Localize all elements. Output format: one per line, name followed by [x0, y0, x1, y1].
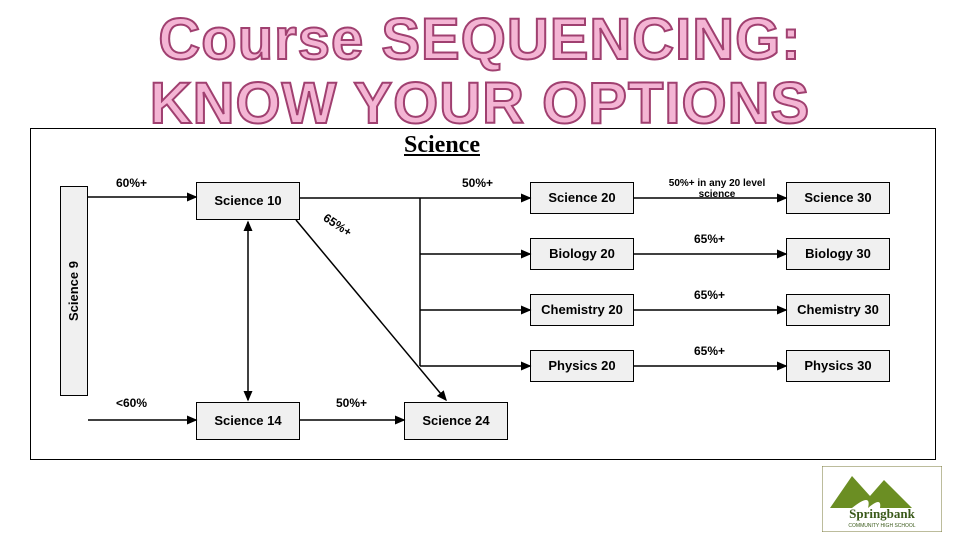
- node-science-30: Science 30: [786, 182, 890, 214]
- logo-text-bottom: COMMUNITY HIGH SCHOOL: [848, 523, 915, 529]
- springbank-logo: Springbank COMMUNITY HIGH SCHOOL: [822, 466, 942, 532]
- node-biology-20: Biology 20: [530, 238, 634, 270]
- logo-text-top: Springbank: [849, 506, 916, 521]
- node-physics-30: Physics 30: [786, 350, 890, 382]
- node-chemistry-30: Chemistry 30: [786, 294, 890, 326]
- page-title-line1: Course SEQUENCING:: [0, 6, 960, 73]
- node-chemistry-20: Chemistry 20: [530, 294, 634, 326]
- section-header: Science: [404, 132, 480, 159]
- node-physics-20: Physics 20: [530, 350, 634, 382]
- page-title-line2: KNOW YOUR OPTIONS: [0, 70, 960, 137]
- node-science-14: Science 14: [196, 402, 300, 440]
- node-science-20: Science 20: [530, 182, 634, 214]
- edge-label-50a: 50%+: [462, 176, 493, 190]
- mountain-icon: Springbank COMMUNITY HIGH SCHOOL: [822, 466, 942, 532]
- edge-label-65c: 65%+: [694, 288, 725, 302]
- node-science-24: Science 24: [404, 402, 508, 440]
- node-science-9: Science 9: [60, 186, 88, 396]
- edge-label-50c: 50%+ in any 20 level science: [662, 178, 772, 200]
- node-biology-30: Biology 30: [786, 238, 890, 270]
- edge-label-50b: 50%+: [336, 396, 367, 410]
- edge-label-65b: 65%+: [694, 232, 725, 246]
- edge-label-60: 60%+: [116, 176, 147, 190]
- edge-label-50c-text: 50%+ in any 20 level science: [669, 178, 765, 200]
- node-science-10: Science 10: [196, 182, 300, 220]
- edge-label-lt60: <60%: [116, 396, 147, 410]
- edge-label-65d: 65%+: [694, 344, 725, 358]
